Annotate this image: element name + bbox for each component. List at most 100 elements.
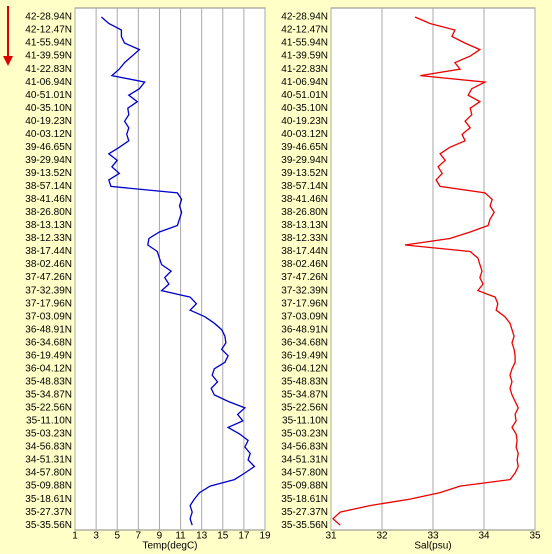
- y-tick-label: 38-13.13N: [281, 220, 328, 231]
- y-tick-label: 37-17.96N: [25, 298, 72, 309]
- x-tick-label: 11: [175, 531, 186, 542]
- y-tick-label: 37-17.96N: [281, 298, 328, 309]
- data-line: [100, 16, 256, 526]
- y-tick-label: 37-03.09N: [25, 311, 72, 322]
- plot-area: [74, 7, 266, 531]
- y-tick-label: 36-48.91N: [25, 324, 72, 335]
- y-tick-label: 39-46.65N: [281, 142, 328, 153]
- y-tick-label: 40-19.23N: [281, 116, 328, 127]
- y-tick-label: 35-03.23N: [281, 429, 328, 440]
- y-tick-label: 42-12.47N: [281, 25, 328, 36]
- y-tick-label: 35-48.83N: [25, 376, 72, 387]
- y-tick-label: 35-11.10N: [26, 416, 72, 427]
- y-tick-label: 38-17.44N: [25, 246, 72, 257]
- x-tick-label: 19: [259, 531, 271, 542]
- x-tick-label: 31: [325, 531, 337, 542]
- x-tick-label: 17: [238, 531, 250, 542]
- y-tick-label: 42-12.47N: [25, 25, 72, 36]
- y-tick-label: 35-11.10N: [282, 416, 328, 427]
- y-tick-label: 38-57.14N: [25, 181, 72, 192]
- y-tick-label: 35-18.61N: [281, 494, 328, 505]
- y-tick-label: 40-03.12N: [25, 129, 72, 140]
- y-tick-label: 37-47.26N: [25, 272, 72, 283]
- y-tick-label: 41-22.83N: [281, 64, 328, 75]
- y-tick-label: 34-51.31N: [281, 455, 328, 466]
- y-tick-label: 38-41.46N: [281, 194, 328, 205]
- y-tick-label: 39-29.94N: [281, 155, 328, 166]
- y-tick-label: 35-35.56N: [281, 520, 328, 531]
- y-tick-label: 35-03.23N: [25, 429, 72, 440]
- y-tick-label: 40-51.01N: [281, 90, 328, 101]
- x-tick-label: 33: [427, 531, 439, 542]
- y-tick-label: 35-27.37N: [25, 507, 72, 518]
- y-tick-label: 37-32.39N: [25, 285, 72, 296]
- x-tick-label: 15: [217, 531, 229, 542]
- y-tick-label: 39-13.52N: [281, 168, 328, 179]
- data-line: [332, 16, 519, 526]
- y-tick-label: 34-56.83N: [25, 442, 72, 453]
- y-tick-label: 36-04.12N: [25, 363, 72, 374]
- x-axis-title: Temp(degC): [142, 541, 197, 552]
- y-tick-label: 36-19.49N: [25, 350, 72, 361]
- y-tick-label: 38-02.46N: [281, 259, 328, 270]
- x-tick-label: 32: [376, 531, 388, 542]
- y-tick-label: 41-55.94N: [281, 38, 328, 49]
- y-tick-label: 40-03.12N: [281, 129, 328, 140]
- x-tick-label: 35: [529, 531, 541, 542]
- y-tick-label: 35-34.87N: [25, 390, 72, 401]
- y-tick-label: 40-35.10N: [25, 103, 72, 114]
- y-tick-label: 38-12.33N: [281, 233, 328, 244]
- y-tick-label: 35-34.87N: [281, 390, 328, 401]
- y-tick-label: 36-48.91N: [281, 324, 328, 335]
- y-tick-label: 34-57.80N: [281, 468, 328, 479]
- y-tick-label: 34-57.80N: [25, 468, 72, 479]
- y-tick-label: 41-06.94N: [281, 77, 328, 88]
- y-tick-label: 41-06.94N: [25, 77, 72, 88]
- y-tick-label: 38-57.14N: [281, 181, 328, 192]
- y-tick-label: 35-09.88N: [281, 481, 328, 492]
- y-tick-label: 34-51.31N: [25, 455, 72, 466]
- x-tick-label: 34: [478, 531, 490, 542]
- y-tick-label: 38-26.80N: [25, 207, 72, 218]
- y-tick-label: 38-13.13N: [25, 220, 72, 231]
- y-tick-label: 36-19.49N: [281, 350, 328, 361]
- x-tick-label: 13: [196, 531, 208, 542]
- y-tick-label: 38-02.46N: [25, 259, 72, 270]
- y-tick-label: 42-28.94N: [281, 12, 328, 23]
- y-tick-label: 35-27.37N: [281, 507, 328, 518]
- y-tick-label: 38-41.46N: [25, 194, 72, 205]
- y-tick-label: 38-26.80N: [281, 207, 328, 218]
- x-tick-label: 3: [93, 531, 99, 542]
- y-tick-label: 41-55.94N: [25, 38, 72, 49]
- arrow-head: [3, 56, 13, 66]
- y-tick-label: 38-17.44N: [281, 246, 328, 257]
- y-tick-label: 35-22.56N: [25, 403, 72, 414]
- y-tick-label: 39-46.65N: [25, 142, 72, 153]
- y-tick-label: 35-18.61N: [25, 494, 72, 505]
- y-tick-label: 41-39.59N: [25, 51, 72, 62]
- y-tick-label: 36-34.68N: [281, 337, 328, 348]
- y-tick-label: 37-03.09N: [281, 311, 328, 322]
- x-tick-label: 7: [136, 531, 142, 542]
- y-tick-label: 38-12.33N: [25, 233, 72, 244]
- x-axis-title: Sal(psu): [414, 541, 451, 552]
- y-tick-label: 35-35.56N: [25, 520, 72, 531]
- x-tick-label: 1: [72, 531, 78, 542]
- x-tick-label: 9: [157, 531, 163, 542]
- y-tick-label: 35-22.56N: [281, 403, 328, 414]
- y-tick-label: 40-51.01N: [25, 90, 72, 101]
- y-tick-label: 37-32.39N: [281, 285, 328, 296]
- y-tick-label: 39-13.52N: [25, 168, 72, 179]
- y-tick-label: 34-56.83N: [281, 442, 328, 453]
- y-tick-label: 41-39.59N: [281, 51, 328, 62]
- x-tick-label: 5: [114, 531, 120, 542]
- y-tick-label: 39-29.94N: [25, 155, 72, 166]
- y-tick-label: 37-47.26N: [281, 272, 328, 283]
- y-tick-label: 40-35.10N: [281, 103, 328, 114]
- y-tick-label: 41-22.83N: [25, 64, 72, 75]
- y-tick-label: 42-28.94N: [25, 12, 72, 23]
- y-tick-label: 35-09.88N: [25, 481, 72, 492]
- y-tick-label: 36-34.68N: [25, 337, 72, 348]
- y-tick-label: 40-19.23N: [25, 116, 72, 127]
